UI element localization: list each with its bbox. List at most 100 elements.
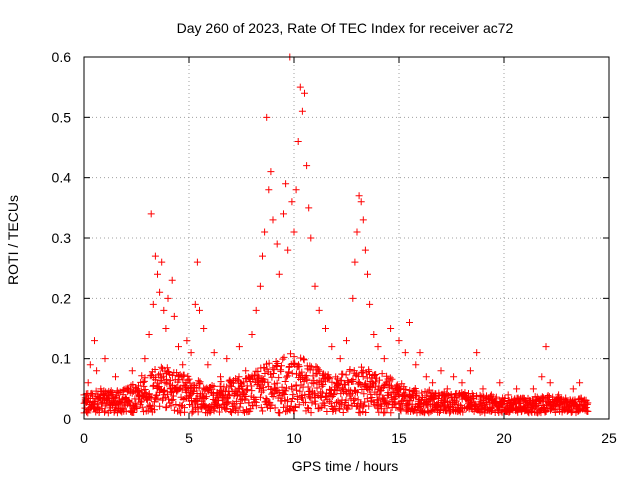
background-marker	[173, 369, 181, 377]
background-marker	[88, 389, 96, 397]
background-marker	[216, 382, 224, 390]
background-marker	[286, 406, 294, 414]
background-marker	[367, 390, 375, 398]
background-marker	[162, 404, 170, 412]
background-marker	[284, 396, 292, 404]
background-marker	[287, 398, 295, 406]
data-point	[443, 385, 451, 393]
data-point	[370, 331, 378, 339]
background-marker	[374, 396, 382, 404]
background-marker	[306, 394, 314, 402]
background-marker	[236, 403, 244, 411]
background-marker	[368, 394, 376, 402]
background-marker	[261, 370, 269, 378]
grid	[84, 57, 609, 419]
data-point	[582, 397, 590, 405]
background-marker	[281, 378, 289, 386]
y-tick-label: 0.4	[52, 170, 72, 186]
background-marker	[542, 408, 550, 416]
background-marker	[342, 396, 350, 404]
background-marker	[162, 394, 170, 402]
background-marker	[297, 354, 305, 362]
background-marker	[215, 408, 223, 416]
background-marker	[343, 404, 351, 412]
background-marker	[140, 382, 148, 390]
data-point	[217, 373, 224, 381]
data-point	[156, 288, 164, 296]
data-point	[191, 300, 199, 308]
background-marker	[326, 374, 334, 382]
background-marker	[288, 369, 296, 377]
data-point	[305, 204, 313, 212]
background-marker	[459, 408, 467, 416]
data-point	[473, 349, 481, 357]
data-point	[563, 397, 571, 405]
background-marker	[137, 398, 145, 406]
background-marker	[280, 403, 288, 411]
background-marker	[265, 359, 273, 367]
background-marker	[141, 386, 149, 394]
data-point	[284, 246, 292, 254]
data-point	[151, 252, 159, 260]
background-marker	[316, 367, 324, 375]
background-marker	[185, 375, 193, 383]
data-point	[263, 113, 271, 121]
data-point	[112, 373, 119, 381]
background-marker	[267, 370, 275, 378]
background-marker	[196, 378, 204, 386]
background-marker	[360, 401, 368, 409]
background-marker	[156, 402, 164, 410]
x-tick-label: 15	[391, 430, 407, 446]
background-marker	[118, 404, 126, 412]
background-marker	[275, 374, 283, 382]
background-marker	[551, 408, 559, 416]
y-tick-label: 0.3	[52, 230, 72, 246]
data-point	[292, 186, 300, 194]
background-marker	[372, 371, 380, 379]
data-point	[210, 349, 218, 357]
background-marker	[396, 406, 404, 414]
x-tick-label: 20	[496, 430, 512, 446]
plot-frame	[83, 56, 610, 420]
data-point	[307, 234, 315, 242]
data-point	[364, 270, 371, 278]
data-point	[269, 216, 277, 224]
background-marker	[432, 390, 440, 398]
background-marker	[276, 409, 284, 417]
background-marker	[210, 390, 217, 398]
background-marker	[175, 407, 183, 415]
background-marker	[327, 399, 335, 407]
background-marker	[349, 377, 357, 385]
data-point	[529, 385, 537, 393]
background-marker	[344, 377, 352, 385]
background-marker	[445, 402, 453, 410]
background-marker	[206, 408, 214, 416]
x-tick-label: 10	[286, 430, 302, 446]
background-marker	[293, 386, 301, 394]
background-marker	[283, 384, 291, 392]
background-marker	[188, 402, 196, 410]
background-marker	[268, 373, 276, 381]
background-marker	[294, 395, 302, 403]
x-axis-title: GPS time / hours	[292, 458, 399, 474]
background-marker	[97, 400, 105, 408]
data-point	[91, 337, 98, 345]
background-marker	[172, 401, 180, 409]
background-marker	[418, 389, 426, 397]
background-marker	[568, 408, 576, 416]
background-marker	[339, 409, 347, 417]
background-marker	[352, 388, 360, 396]
background-marker	[401, 391, 409, 399]
data-point	[158, 258, 166, 266]
data-point	[496, 379, 504, 387]
background-marker	[264, 378, 272, 386]
background-marker	[269, 369, 277, 377]
data-point	[311, 282, 319, 290]
data-point	[357, 198, 365, 206]
y-tick-label: 0.2	[52, 290, 72, 306]
data-point	[290, 228, 298, 236]
background-marker	[562, 394, 570, 402]
background-marker	[84, 409, 92, 417]
background-marker	[365, 402, 373, 410]
background-marker	[277, 362, 285, 370]
